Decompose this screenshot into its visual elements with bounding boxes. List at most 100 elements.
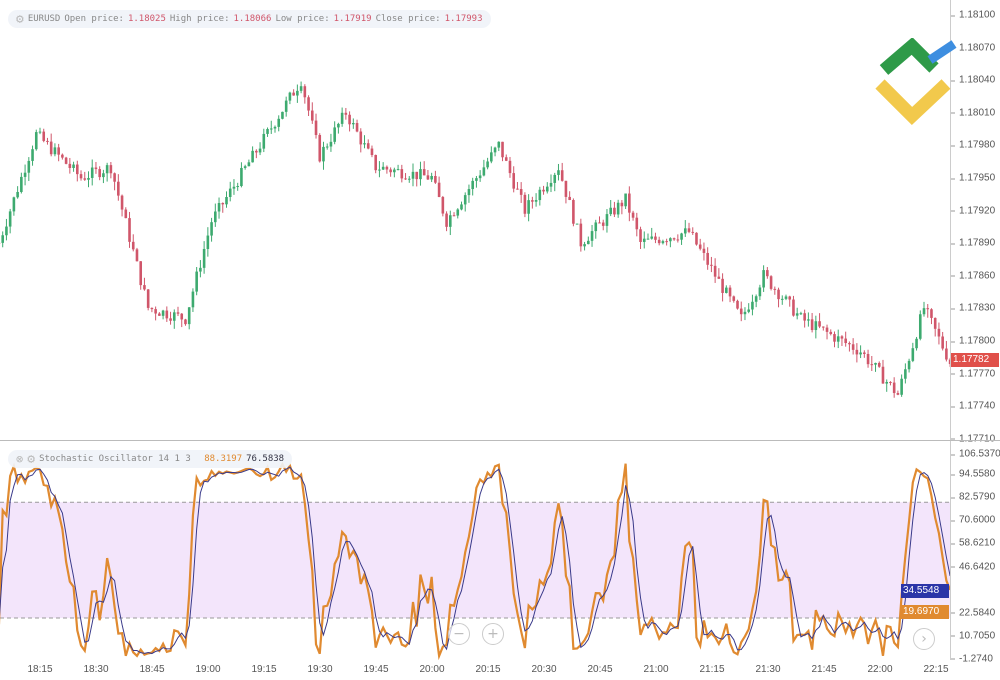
- candle: [486, 157, 489, 170]
- candle: [467, 184, 471, 203]
- candle: [299, 81, 303, 94]
- candle: [98, 166, 101, 181]
- candle: [493, 146, 497, 157]
- price-tick: 1.18070: [950, 42, 996, 54]
- candle: [904, 363, 907, 384]
- high-value: 1.18066: [233, 14, 272, 24]
- candle: [661, 239, 665, 245]
- candle: [195, 266, 198, 296]
- candle: [799, 311, 803, 315]
- candle: [131, 234, 135, 252]
- candle: [64, 156, 68, 165]
- candle: [72, 161, 75, 172]
- price-tick: 1.17980: [950, 139, 996, 151]
- candle: [359, 128, 363, 153]
- candle: [810, 312, 814, 333]
- candle: [445, 211, 448, 232]
- indicator-legend: ⊗ ⚙ Stochastic Oscillator 14 1 3 88.3197…: [8, 450, 293, 468]
- candle: [848, 341, 851, 352]
- candle: [415, 171, 419, 187]
- candle: [702, 242, 706, 261]
- candle: [639, 226, 642, 249]
- scroll-right-button[interactable]: ›: [913, 628, 935, 650]
- candle: [370, 145, 374, 158]
- candle: [687, 222, 691, 234]
- indicator-name: Stochastic Oscillator 14 1 3: [39, 454, 191, 464]
- price-axis[interactable]: 1.18100 1.18070 1.18040 1.18010 1.17980 1.179…: [950, 0, 1000, 444]
- candle: [456, 208, 460, 219]
- candle: [471, 177, 474, 196]
- zoom-out-button[interactable]: −: [448, 623, 470, 645]
- candle: [400, 164, 404, 183]
- gear-icon[interactable]: ⚙: [27, 451, 36, 467]
- candle: [266, 127, 269, 137]
- candle: [948, 357, 950, 367]
- candle: [154, 306, 157, 321]
- stoch-tick: 46.6420: [950, 561, 996, 572]
- close-icon[interactable]: ⊗: [16, 452, 24, 466]
- candle: [68, 157, 72, 174]
- candle: [907, 358, 911, 373]
- candle: [31, 145, 34, 166]
- candle: [538, 186, 542, 206]
- candle: [945, 340, 948, 362]
- time-tick: 19:15: [251, 664, 277, 675]
- candle: [635, 212, 639, 237]
- candle: [94, 161, 98, 174]
- candle: [333, 121, 336, 145]
- candle: [557, 163, 560, 181]
- candle: [531, 196, 534, 209]
- stoch-tick: 22.5840: [950, 607, 996, 619]
- candle: [318, 133, 322, 163]
- candle: [169, 311, 172, 325]
- candle: [255, 149, 258, 159]
- close-label: Close price:: [375, 14, 441, 24]
- time-tick: 20:45: [587, 664, 613, 675]
- low-label: Low price:: [275, 14, 330, 24]
- candle: [236, 182, 239, 191]
- candle: [788, 295, 792, 307]
- candle: [527, 194, 530, 222]
- candle: [736, 299, 739, 310]
- candle: [340, 107, 344, 127]
- stoch-k-line: [0, 461, 950, 660]
- candle: [836, 329, 840, 349]
- candle: [725, 285, 728, 294]
- candle: [407, 176, 411, 183]
- candle: [113, 172, 116, 191]
- candle: [463, 192, 467, 212]
- candle: [575, 223, 579, 225]
- candle: [650, 227, 654, 240]
- price-tick: 1.17890: [950, 237, 996, 249]
- gear-icon[interactable]: ⚙: [16, 11, 24, 27]
- candle: [34, 129, 38, 151]
- candle: [508, 156, 512, 178]
- open-label: Open price:: [64, 14, 124, 24]
- candle: [695, 232, 698, 246]
- candle: [579, 218, 583, 252]
- price-tick: 1.17830: [950, 302, 996, 314]
- candle: [217, 197, 221, 219]
- candle: [258, 142, 262, 156]
- stoch-axis[interactable]: 106.5370 94.5580 82.5790 70.6000 58.6210 46.6…: [950, 441, 1000, 664]
- pane-divider[interactable]: [0, 440, 1000, 441]
- stochastic-pane[interactable]: [0, 442, 950, 660]
- candle: [780, 295, 784, 305]
- price-chart[interactable]: [0, 0, 950, 440]
- candle: [396, 164, 400, 171]
- candle: [296, 84, 299, 103]
- candle: [87, 171, 90, 188]
- candle: [758, 284, 762, 300]
- candle: [825, 324, 829, 340]
- time-tick: 19:30: [307, 664, 333, 675]
- candle: [866, 349, 870, 368]
- zoom-in-button[interactable]: +: [482, 623, 504, 645]
- candle: [23, 164, 27, 186]
- candle: [434, 170, 437, 184]
- close-value: 1.17993: [444, 14, 483, 24]
- candle: [728, 285, 732, 303]
- candle: [911, 342, 915, 363]
- candle: [143, 277, 146, 291]
- candle: [870, 355, 874, 372]
- time-tick: 20:15: [475, 664, 501, 675]
